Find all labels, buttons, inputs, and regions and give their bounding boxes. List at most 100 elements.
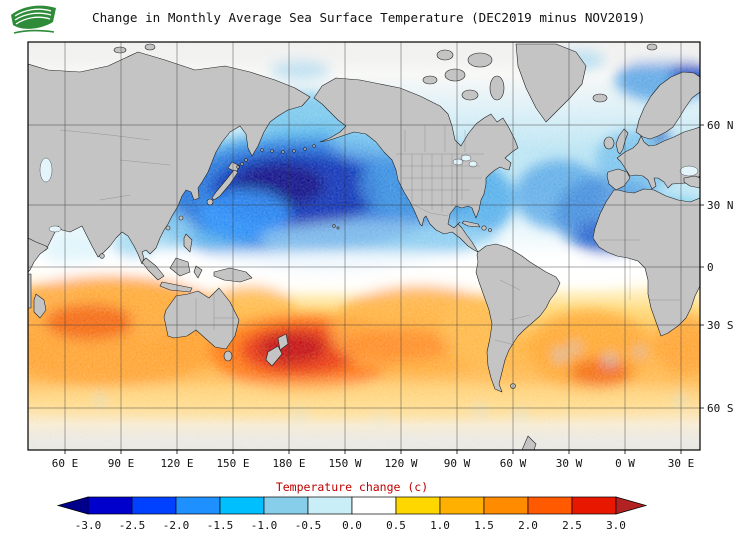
lat-label-60n: 60 N bbox=[707, 119, 734, 132]
landmass-africa-horn bbox=[28, 237, 49, 273]
island-chain-dot bbox=[260, 148, 264, 152]
cbar-tick: 1.0 bbox=[430, 519, 450, 532]
island-hawaii bbox=[336, 226, 340, 230]
logo-underline bbox=[13, 29, 55, 34]
lakes-layer bbox=[39, 154, 699, 233]
lat-axis-labels: 60 N 30 N 0 30 S 60 S bbox=[707, 119, 734, 415]
map-grid bbox=[28, 42, 700, 450]
colorbar-tick-labels: -3.0 -2.5 -2.0 -1.5 -1.0 -0.5 0.0 0.5 1.… bbox=[75, 519, 626, 532]
colorbar-cell bbox=[263, 496, 309, 515]
landmass-ireland bbox=[603, 136, 615, 150]
page-title: Change in Monthly Average Sea Surface Te… bbox=[92, 10, 646, 25]
island-chain-dot bbox=[236, 165, 240, 169]
lon-label-120w: 120 W bbox=[384, 457, 417, 470]
colorbar-arrow-right bbox=[615, 496, 648, 515]
lon-axis-labels: 60 E 90 E 120 E 150 E 180 E 150 W 120 W … bbox=[52, 457, 695, 470]
logo bbox=[11, 5, 56, 34]
island-chain-dot bbox=[270, 149, 274, 153]
colorbar-cell bbox=[87, 496, 133, 515]
colorbar-cell bbox=[219, 496, 265, 515]
colorbar-cell bbox=[483, 496, 529, 515]
landmass-asia bbox=[28, 51, 311, 265]
lon-label-60w: 60 W bbox=[500, 457, 527, 470]
colorbar-cell bbox=[131, 496, 177, 515]
arctic-island-baffin bbox=[489, 75, 505, 101]
island-puerto-rico bbox=[488, 228, 492, 232]
island-chain-dot bbox=[244, 158, 248, 162]
island-chain-dot bbox=[240, 162, 244, 166]
landmass-turkey bbox=[683, 175, 700, 189]
lat-label-30n: 30 N bbox=[707, 199, 734, 212]
lon-label-90e: 90 E bbox=[108, 457, 135, 470]
island-chain-dot bbox=[281, 150, 285, 154]
lat-label-0: 0 bbox=[707, 261, 714, 274]
landmass-scandinavia bbox=[635, 71, 700, 140]
arctic-island bbox=[444, 68, 466, 82]
arctic-island-svalbard bbox=[646, 43, 658, 51]
lake-caspian-sea bbox=[39, 157, 53, 183]
cbar-tick: -2.5 bbox=[119, 519, 146, 532]
island-sulawesi bbox=[193, 265, 203, 279]
colorbar-cell bbox=[395, 496, 441, 515]
lake-great-lakes bbox=[460, 154, 472, 162]
landmass-africa-east-sliver bbox=[28, 273, 32, 309]
cbar-tick: -1.5 bbox=[207, 519, 234, 532]
arctic-island bbox=[113, 46, 127, 54]
colorbar-title: Temperature change (c) bbox=[276, 480, 428, 494]
lon-label-60e: 60 E bbox=[52, 457, 79, 470]
island-philippines bbox=[183, 233, 193, 253]
island-tasmania bbox=[223, 350, 233, 362]
cbar-tick: -3.0 bbox=[75, 519, 102, 532]
island-chain-dot bbox=[312, 144, 316, 148]
landmass-africa bbox=[592, 188, 700, 337]
colorbar-cell bbox=[527, 496, 573, 515]
colorbar-cells bbox=[56, 496, 648, 515]
lon-label-30e: 30 E bbox=[668, 457, 695, 470]
landmass-north-america bbox=[313, 77, 519, 253]
island-cuba bbox=[461, 220, 481, 228]
lon-label-180: 180 E bbox=[272, 457, 305, 470]
island-chain-dot bbox=[292, 149, 296, 153]
cbar-tick: -2.0 bbox=[163, 519, 190, 532]
cbar-tick: 0.5 bbox=[386, 519, 406, 532]
cbar-tick: 2.5 bbox=[562, 519, 582, 532]
lon-label-30w: 30 W bbox=[556, 457, 583, 470]
lon-label-120e: 120 E bbox=[160, 457, 193, 470]
arctic-island bbox=[461, 89, 479, 101]
cbar-tick: 2.0 bbox=[518, 519, 538, 532]
island-taiwan bbox=[178, 215, 184, 221]
cbar-tick: -0.5 bbox=[295, 519, 322, 532]
island-hispaniola bbox=[481, 225, 487, 231]
landmass-iceland bbox=[592, 93, 608, 103]
arctic-island bbox=[467, 52, 493, 68]
lon-label-150e: 150 E bbox=[216, 457, 249, 470]
lat-label-30s: 30 S bbox=[707, 319, 734, 332]
island-sumatra bbox=[141, 257, 165, 281]
lake-black-sea bbox=[679, 165, 699, 177]
island-sri-lanka bbox=[99, 253, 105, 259]
lon-label-150w: 150 W bbox=[328, 457, 361, 470]
country-borders bbox=[59, 125, 680, 346]
lake-great-lakes bbox=[468, 160, 478, 168]
landmass-madagascar bbox=[33, 293, 47, 319]
cbar-tick: -1.0 bbox=[251, 519, 278, 532]
world-map: 60 N 30 N 0 30 S 60 S 60 E 90 E 120 E 15… bbox=[27, 41, 734, 470]
colorbar-cell bbox=[571, 496, 617, 515]
axis-ticks bbox=[64, 124, 704, 454]
colorbar-cell bbox=[175, 496, 221, 515]
landmass-australia bbox=[163, 287, 240, 350]
land-layer bbox=[28, 43, 700, 450]
lon-label-0: 0 W bbox=[615, 457, 635, 470]
cbar-tick: 1.5 bbox=[474, 519, 494, 532]
lon-label-90w: 90 W bbox=[444, 457, 471, 470]
arctic-island bbox=[436, 49, 454, 61]
cbar-tick: 0.0 bbox=[342, 519, 362, 532]
colorbar-cell bbox=[351, 496, 397, 515]
lake-persian-gulf bbox=[48, 225, 62, 233]
logo-stripe bbox=[14, 8, 52, 17]
landmass-greenland bbox=[515, 43, 587, 123]
colorbar-cell bbox=[439, 496, 485, 515]
arctic-island bbox=[144, 43, 156, 51]
